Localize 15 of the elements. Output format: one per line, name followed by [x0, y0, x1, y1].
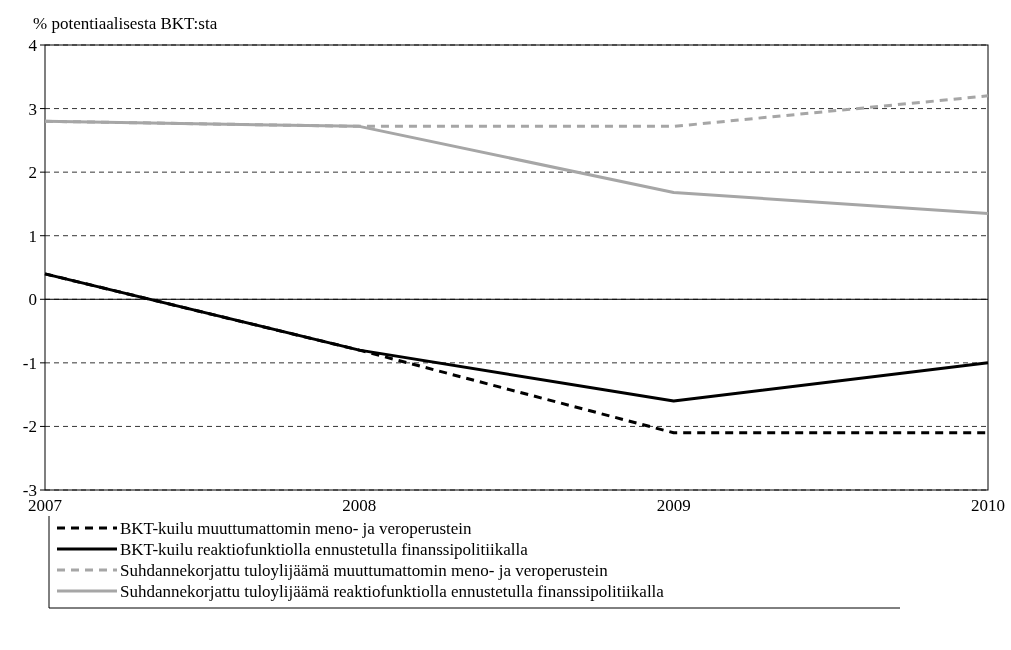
legend-label: Suhdannekorjattu tuloylijäämä reaktiofunktiolla ennustetulla finanssipolitiikalla [120, 581, 665, 601]
y-axis-title: % potentiaalisesta BKT:sta [33, 14, 218, 33]
legend-label: Suhdannekorjattu tuloylijäämä muuttumattomin meno- ja veroperustein [120, 560, 609, 580]
y-tick-label: 0 [28, 290, 37, 310]
x-tick-label: 2009 [656, 496, 691, 515]
y-tick-label: 3 [28, 99, 37, 119]
y-tick-label: -1 [22, 353, 37, 373]
x-tick-label: 2010 [971, 496, 1005, 515]
y-tick-label: 4 [28, 35, 38, 55]
legend-label: BKT-kuilu muuttumattomin meno- ja veroperustein [120, 518, 473, 538]
legend-label: BKT-kuilu reaktiofunktiolla ennustetulla finanssipolitiikalla [120, 539, 529, 559]
x-tick-label: 2008 [342, 496, 377, 515]
y-tick-label: 2 [28, 163, 37, 183]
y-tick-label: -2 [22, 417, 37, 437]
y-tick-label: 1 [28, 226, 37, 246]
